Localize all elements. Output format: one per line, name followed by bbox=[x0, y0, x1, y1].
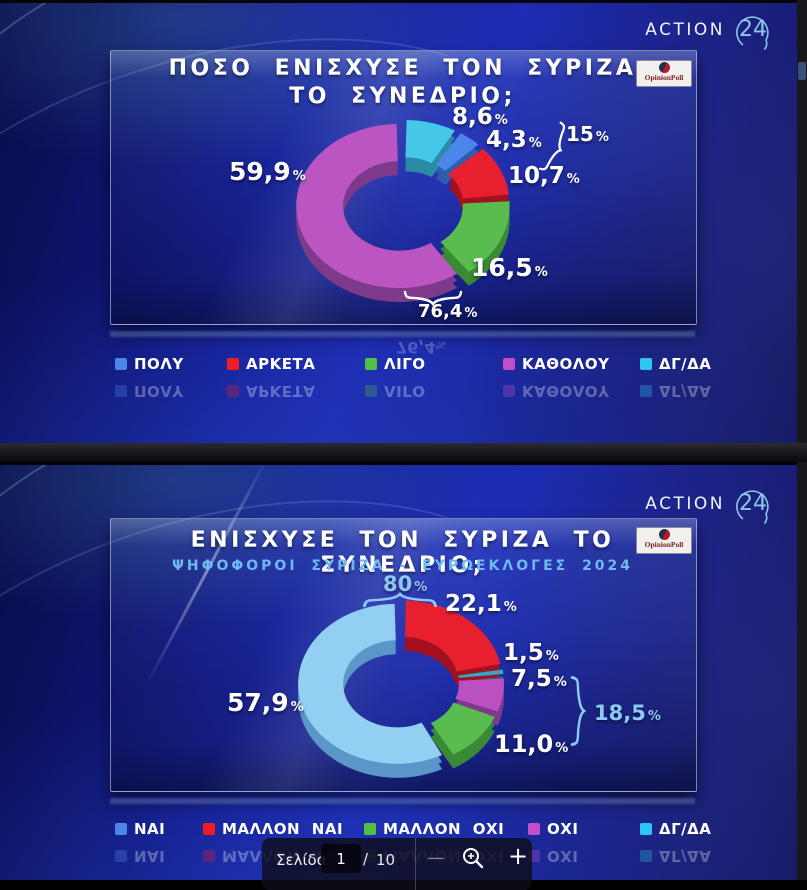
legend-swatch bbox=[365, 358, 377, 370]
value-label-mallon-nai: 22,1% bbox=[445, 591, 517, 617]
action24-logo: ACTION 24 bbox=[645, 10, 775, 50]
page-total: 10 bbox=[376, 851, 396, 869]
letterbox-bar bbox=[0, 462, 807, 465]
chart-title-line1: ΠΟΣΟ ΕΝΙΣΧΥΣΕ ΤΟΝ ΣΥΡΙΖΑ bbox=[168, 56, 637, 81]
legend-row: ΠΟΛΥ ΑΡΚΕΤΑ ΛΙΓΟ ΚΑΘΟΛΟΥ ΔΓ/ΔΑ bbox=[0, 355, 807, 373]
value-label-dgda: 1,5% bbox=[503, 640, 559, 666]
legend-swatch bbox=[528, 823, 540, 835]
value-label-oxi: 7,5% bbox=[511, 666, 567, 692]
legend-swatch bbox=[364, 823, 376, 835]
legend-row: ΝΑΙ ΜΑΛΛΟΝ ΝΑΙ ΜΑΛΛΟΝ ΟΧΙ ΟΧΙ ΔΓ/ΔΑ bbox=[0, 820, 807, 838]
legend-reflection: ΠΟΛΥ ΑΡΚΕΤΑ ΛΙΓΟ ΚΑΘΟΛΟΥ ΔΓ/ΔΑ bbox=[0, 382, 807, 400]
legend-swatch bbox=[227, 358, 239, 370]
action24-number-badge: 24 bbox=[731, 10, 775, 50]
legend-item-dgda: ΔΓ/ΔΑ bbox=[640, 355, 711, 373]
value-label-mallon-oxi: 11,0% bbox=[494, 730, 569, 758]
page-separator: / bbox=[363, 850, 369, 868]
legend-item-nai: ΝΑΙ bbox=[115, 820, 165, 838]
legend-swatch bbox=[115, 823, 127, 835]
legend-swatch bbox=[640, 823, 652, 835]
page-label: Σελίδα bbox=[276, 851, 327, 869]
group-label-185: 18,5% bbox=[594, 701, 661, 725]
action24-number-badge: 24 bbox=[731, 484, 775, 524]
chart-title-line2: ΤΟ ΣΥΝΕΔΡΙΟ; bbox=[289, 84, 516, 109]
opinionpoll-logo-icon bbox=[658, 529, 670, 540]
value-label-ligo: 16,5% bbox=[471, 253, 548, 282]
legend-item-arketa: ΑΡΚΕΤΑ bbox=[227, 355, 315, 373]
frame-separator bbox=[0, 443, 807, 462]
value-label-poly: 4,3% bbox=[486, 127, 542, 153]
legend-item-oxi: ΟΧΙ bbox=[528, 820, 578, 838]
letterbox-bar bbox=[0, 0, 807, 3]
panel-reflection bbox=[110, 331, 695, 337]
legend-item-poly: ΠΟΛΥ bbox=[115, 355, 184, 373]
tv-frame-2: ACTION 24 ΕΝΙΣΧΥΣΕ ΤΟΝ ΣΥΡΙΖΑ ΤΟ ΣΥΝΕΔΡΙ… bbox=[0, 462, 807, 880]
value-label-nai: 57,9% bbox=[227, 688, 304, 717]
action24-wordmark: ACTION bbox=[645, 494, 725, 514]
legend-item-dgda: ΔΓ/ΔΑ bbox=[640, 820, 711, 838]
page-number-input[interactable] bbox=[321, 844, 361, 873]
zoom-out-button[interactable]: — bbox=[427, 848, 445, 868]
zoom-in-button[interactable]: + bbox=[507, 842, 529, 870]
legend-item-ligo: ΛΙΓΟ bbox=[365, 355, 426, 373]
zoom-search-button[interactable] bbox=[460, 845, 486, 871]
legend-swatch bbox=[503, 358, 515, 370]
magnifier-plus-icon bbox=[463, 848, 484, 869]
scrollbar-thumb[interactable] bbox=[798, 62, 806, 80]
toolbar-divider bbox=[415, 838, 416, 890]
brace-764 bbox=[403, 290, 463, 307]
legend-swatch bbox=[115, 358, 127, 370]
legend-item-mallon-oxi: ΜΑΛΛΟΝ ΟΧΙ bbox=[364, 820, 504, 838]
pdf-toolbar: Σελίδα / 10 — + bbox=[262, 838, 532, 890]
legend-swatch bbox=[203, 823, 215, 835]
opinionpoll-logo-icon bbox=[658, 62, 670, 73]
brace-185 bbox=[570, 675, 587, 747]
legend-swatch bbox=[640, 358, 652, 370]
tv-frame-1: ACTION 24 ΠΟΣΟ ΕΝΙΣΧΥΣΕ ΤΟΝ ΣΥΡΙΖΑ ΤΟ ΣΥ… bbox=[0, 0, 807, 443]
legend-item-mallon-nai: ΜΑΛΛΟΝ ΝΑΙ bbox=[203, 820, 343, 838]
action24-logo: ACTION 24 bbox=[645, 484, 775, 524]
brace-80 bbox=[362, 591, 438, 608]
action24-wordmark: ACTION bbox=[645, 20, 725, 40]
opinionpoll-badge: OpinionPoll bbox=[636, 60, 692, 87]
value-label-katholou: 59,9% bbox=[229, 157, 306, 186]
scrollbar-track[interactable] bbox=[797, 0, 807, 880]
opinionpoll-badge: OpinionPoll bbox=[636, 527, 692, 554]
legend-item-katholou: ΚΑΘΟΛΟΥ bbox=[503, 355, 609, 373]
panel-reflection bbox=[110, 798, 695, 804]
